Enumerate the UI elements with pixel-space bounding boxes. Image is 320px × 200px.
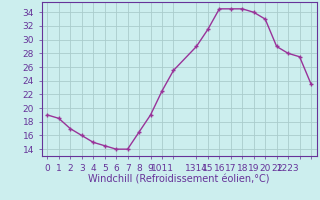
X-axis label: Windchill (Refroidissement éolien,°C): Windchill (Refroidissement éolien,°C) bbox=[88, 174, 270, 184]
